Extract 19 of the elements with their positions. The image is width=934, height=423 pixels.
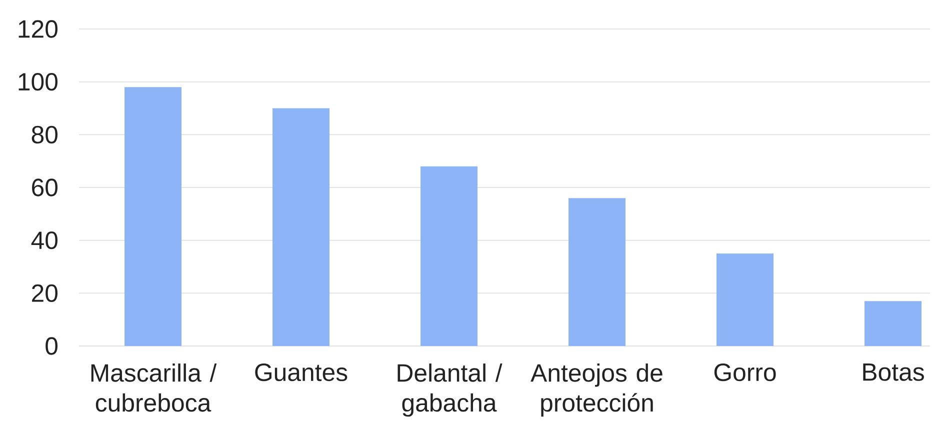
- bar: [124, 87, 182, 346]
- x-tick-label: Botas: [863, 364, 924, 381]
- x-tick-label: Anteojos de protección: [530, 364, 662, 417]
- y-tick-label: 80: [32, 126, 58, 144]
- bar: [272, 108, 330, 346]
- y-tick-label: 60: [32, 178, 58, 196]
- bar: [420, 166, 478, 346]
- y-tick-label: 100: [18, 73, 58, 91]
- x-tick-label: Guantes: [255, 364, 348, 382]
- y-tick-label: 40: [31, 232, 58, 250]
- x-tick-label: Gorro: [714, 364, 776, 382]
- y-tick-label: 0: [46, 337, 58, 355]
- y-tick-label: 20: [32, 284, 58, 302]
- bar: [568, 198, 626, 346]
- bar: [716, 254, 774, 346]
- x-tick-label: Delantal / gabacha: [398, 364, 502, 417]
- x-tick-label: Mascarilla / cubreboca: [91, 364, 217, 412]
- bar: [864, 301, 922, 346]
- y-tick-label: 120: [18, 20, 58, 38]
